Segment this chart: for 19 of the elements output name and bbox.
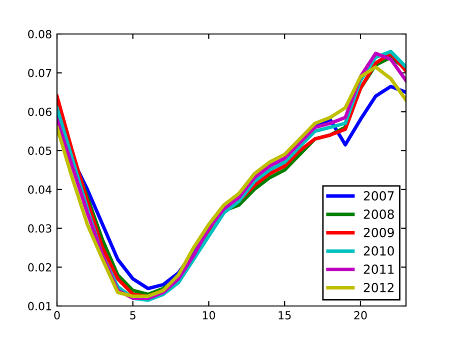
y-tick-label: 0.07 xyxy=(28,68,52,78)
y-tick-label: 0.02 xyxy=(28,263,52,272)
y-tick-label: 0.06 xyxy=(28,108,52,116)
x-tick-label: 20 xyxy=(354,311,367,320)
legend-label: 2010 xyxy=(364,246,394,256)
x-tick-label: 15 xyxy=(278,311,291,320)
x-tick-label: 10 xyxy=(202,311,216,320)
y-tick-label: 0.05 xyxy=(28,146,52,155)
y-tick-label: 0.08 xyxy=(28,30,52,38)
x-tick-label: 0 xyxy=(54,311,60,320)
y-tick-label: 0.03 xyxy=(28,224,52,233)
legend-label: 2007 xyxy=(364,191,394,201)
legend-label: 2008 xyxy=(364,209,394,219)
legend-label: 2011 xyxy=(364,264,394,274)
y-tick-label: 0.01 xyxy=(28,302,52,310)
legend-label: 2012 xyxy=(364,282,394,292)
x-tick-label: 5 xyxy=(130,311,136,320)
y-tick-label: 0.04 xyxy=(28,185,52,194)
legend-label: 2009 xyxy=(364,228,394,238)
